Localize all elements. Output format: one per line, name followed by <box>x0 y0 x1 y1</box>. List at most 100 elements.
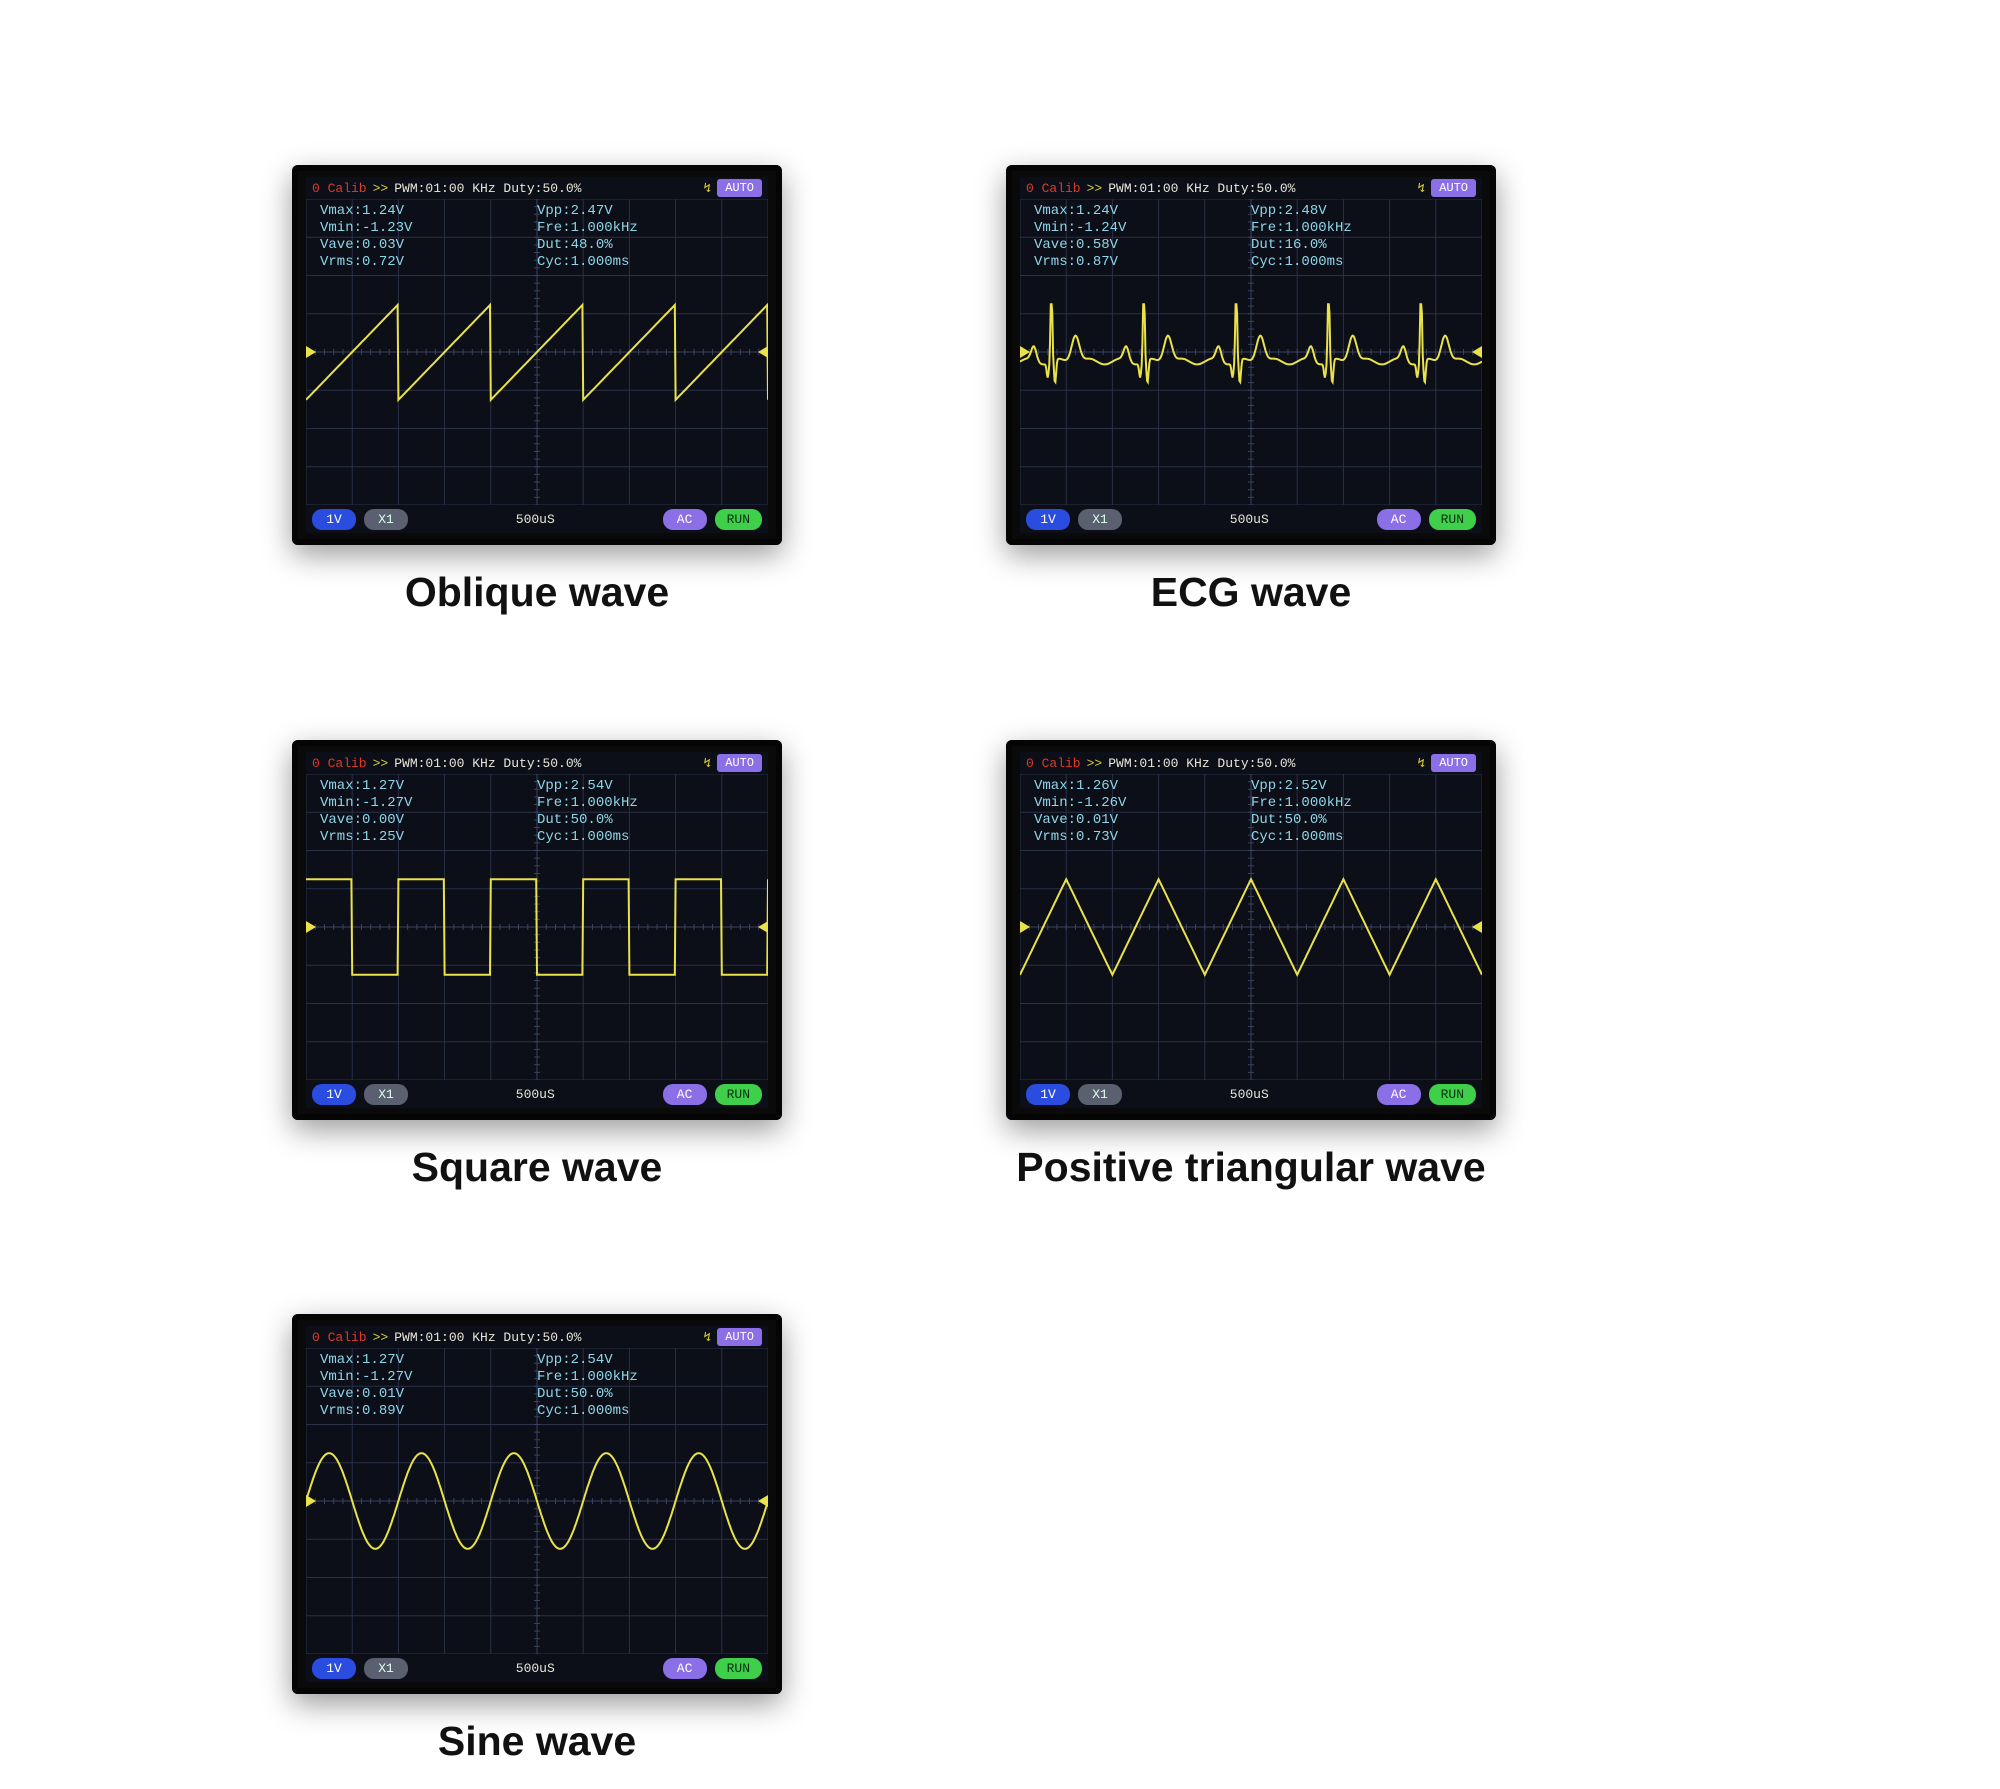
pwm-readout: PWM:01:00 KHz Duty:50.0% <box>1108 181 1411 196</box>
scope-cell: 0 Calib >> PWM:01:00 KHz Duty:50.0% ↯ AU… <box>1006 165 1496 616</box>
meas-cyc: 1.000ms <box>571 1403 630 1419</box>
calib-label: 0 Calib <box>1026 756 1081 771</box>
meas-dut: 50.0% <box>571 1386 613 1402</box>
scope-topbar: 0 Calib >> PWM:01:00 KHz Duty:50.0% ↯ AU… <box>306 1326 768 1348</box>
measurement-panel: Vmax:1.26V Vmin:-1.26V Vave:0.01V Vrms:0… <box>1034 778 1468 850</box>
meas-vrms: 0.73V <box>1076 829 1118 845</box>
meas-col-right: Vpp:2.54V Fre:1.000kHz Dut:50.0% Cyc:1.0… <box>537 778 754 850</box>
meas-vmax: 1.27V <box>362 1352 404 1368</box>
meas-vave: 0.00V <box>362 812 404 828</box>
meas-col-right: Vpp:2.52V Fre:1.000kHz Dut:50.0% Cyc:1.0… <box>1251 778 1468 850</box>
probe-pill[interactable]: X1 <box>1078 509 1122 530</box>
timebase-label[interactable]: 500uS <box>1209 1084 1289 1105</box>
timebase-label[interactable]: 500uS <box>1209 509 1289 530</box>
trigger-edge-icon: ↯ <box>1417 756 1425 771</box>
meas-fre: 1.000kHz <box>1285 220 1352 236</box>
scope-caption: Positive triangular wave <box>1016 1144 1485 1191</box>
meas-vave: 0.01V <box>1076 812 1118 828</box>
coupling-pill[interactable]: AC <box>663 1658 707 1679</box>
meas-vpp: 2.47V <box>571 203 613 219</box>
probe-pill[interactable]: X1 <box>364 1084 408 1105</box>
oscilloscope: 0 Calib >> PWM:01:00 KHz Duty:50.0% ↯ AU… <box>1006 740 1496 1120</box>
meas-dut: 50.0% <box>571 812 613 828</box>
auto-mode-pill[interactable]: AUTO <box>717 179 762 197</box>
oscilloscope: 0 Calib >> PWM:01:00 KHz Duty:50.0% ↯ AU… <box>292 740 782 1120</box>
scope-bottombar: 1V X1 500uS AC RUN <box>306 1654 768 1682</box>
runstop-pill[interactable]: RUN <box>715 1658 762 1679</box>
probe-pill[interactable]: X1 <box>364 509 408 530</box>
scope-bottombar: 1V X1 500uS AC RUN <box>1020 1080 1482 1108</box>
measurement-panel: Vmax:1.24V Vmin:-1.24V Vave:0.58V Vrms:0… <box>1034 203 1468 275</box>
scope-cell: 0 Calib >> PWM:01:00 KHz Duty:50.0% ↯ AU… <box>292 740 782 1191</box>
measurement-panel: Vmax:1.27V Vmin:-1.27V Vave:0.00V Vrms:1… <box>320 778 754 850</box>
meas-vrms: 0.87V <box>1076 254 1118 270</box>
scope-screen: 0 Calib >> PWM:01:00 KHz Duty:50.0% ↯ AU… <box>1020 177 1482 533</box>
probe-pill[interactable]: X1 <box>364 1658 408 1679</box>
meas-cyc: 1.000ms <box>571 254 630 270</box>
scope-screen: 0 Calib >> PWM:01:00 KHz Duty:50.0% ↯ AU… <box>306 752 768 1108</box>
coupling-pill[interactable]: AC <box>1377 509 1421 530</box>
pwm-readout: PWM:01:00 KHz Duty:50.0% <box>394 1330 697 1345</box>
meas-col-left: Vmax:1.27V Vmin:-1.27V Vave:0.00V Vrms:1… <box>320 778 537 850</box>
measurement-panel: Vmax:1.27V Vmin:-1.27V Vave:0.01V Vrms:0… <box>320 1352 754 1424</box>
timebase-label[interactable]: 500uS <box>495 1658 575 1679</box>
vdiv-pill[interactable]: 1V <box>312 509 356 530</box>
scope-topbar: 0 Calib >> PWM:01:00 KHz Duty:50.0% ↯ AU… <box>1020 752 1482 774</box>
scope-topbar: 0 Calib >> PWM:01:00 KHz Duty:50.0% ↯ AU… <box>306 177 768 199</box>
scope-screen: 0 Calib >> PWM:01:00 KHz Duty:50.0% ↯ AU… <box>1020 752 1482 1108</box>
trigger-edge-icon: ↯ <box>703 1330 711 1345</box>
vdiv-pill[interactable]: 1V <box>1026 1084 1070 1105</box>
auto-mode-pill[interactable]: AUTO <box>717 1328 762 1346</box>
meas-vpp: 2.54V <box>571 1352 613 1368</box>
meas-col-left: Vmax:1.27V Vmin:-1.27V Vave:0.01V Vrms:0… <box>320 1352 537 1424</box>
scope-bottombar: 1V X1 500uS AC RUN <box>306 1080 768 1108</box>
meas-col-left: Vmax:1.26V Vmin:-1.26V Vave:0.01V Vrms:0… <box>1034 778 1251 850</box>
runstop-pill[interactable]: RUN <box>1429 509 1476 530</box>
meas-col-left: Vmax:1.24V Vmin:-1.24V Vave:0.58V Vrms:0… <box>1034 203 1251 275</box>
meas-vmax: 1.26V <box>1076 778 1118 794</box>
auto-mode-pill[interactable]: AUTO <box>717 754 762 772</box>
runstop-pill[interactable]: RUN <box>715 509 762 530</box>
pwm-readout: PWM:01:00 KHz Duty:50.0% <box>394 756 697 771</box>
meas-vmin: -1.23V <box>362 220 412 236</box>
oscilloscope: 0 Calib >> PWM:01:00 KHz Duty:50.0% ↯ AU… <box>292 165 782 545</box>
meas-vpp: 2.52V <box>1285 778 1327 794</box>
meas-vmin: -1.24V <box>1076 220 1126 236</box>
timebase-label[interactable]: 500uS <box>495 509 575 530</box>
trigger-edge-icon: ↯ <box>703 756 711 771</box>
meas-vpp: 2.54V <box>571 778 613 794</box>
scope-screen: 0 Calib >> PWM:01:00 KHz Duty:50.0% ↯ AU… <box>306 177 768 533</box>
scope-topbar: 0 Calib >> PWM:01:00 KHz Duty:50.0% ↯ AU… <box>1020 177 1482 199</box>
meas-vave: 0.58V <box>1076 237 1118 253</box>
coupling-pill[interactable]: AC <box>663 1084 707 1105</box>
calib-label: 0 Calib <box>312 756 367 771</box>
timebase-label[interactable]: 500uS <box>495 1084 575 1105</box>
meas-fre: 1.000kHz <box>571 220 638 236</box>
vdiv-pill[interactable]: 1V <box>1026 509 1070 530</box>
coupling-pill[interactable]: AC <box>663 509 707 530</box>
chevrons-icon: >> <box>1087 181 1103 196</box>
meas-vrms: 0.89V <box>362 1403 404 1419</box>
vdiv-pill[interactable]: 1V <box>312 1084 356 1105</box>
vdiv-pill[interactable]: 1V <box>312 1658 356 1679</box>
auto-mode-pill[interactable]: AUTO <box>1431 754 1476 772</box>
trigger-edge-icon: ↯ <box>1417 181 1425 196</box>
probe-pill[interactable]: X1 <box>1078 1084 1122 1105</box>
meas-dut: 16.0% <box>1285 237 1327 253</box>
meas-cyc: 1.000ms <box>1285 829 1344 845</box>
coupling-pill[interactable]: AC <box>1377 1084 1421 1105</box>
meas-vmin: -1.27V <box>362 795 412 811</box>
meas-col-right: Vpp:2.47V Fre:1.000kHz Dut:48.0% Cyc:1.0… <box>537 203 754 275</box>
meas-fre: 1.000kHz <box>571 1369 638 1385</box>
runstop-pill[interactable]: RUN <box>1429 1084 1476 1105</box>
runstop-pill[interactable]: RUN <box>715 1084 762 1105</box>
calib-label: 0 Calib <box>312 1330 367 1345</box>
auto-mode-pill[interactable]: AUTO <box>1431 179 1476 197</box>
meas-vave: 0.03V <box>362 237 404 253</box>
oscilloscope: 0 Calib >> PWM:01:00 KHz Duty:50.0% ↯ AU… <box>292 1314 782 1694</box>
meas-vrms: 1.25V <box>362 829 404 845</box>
meas-col-right: Vpp:2.48V Fre:1.000kHz Dut:16.0% Cyc:1.0… <box>1251 203 1468 275</box>
meas-vmax: 1.24V <box>1076 203 1118 219</box>
meas-col-right: Vpp:2.54V Fre:1.000kHz Dut:50.0% Cyc:1.0… <box>537 1352 754 1424</box>
scope-gallery: 0 Calib >> PWM:01:00 KHz Duty:50.0% ↯ AU… <box>0 0 2000 1789</box>
